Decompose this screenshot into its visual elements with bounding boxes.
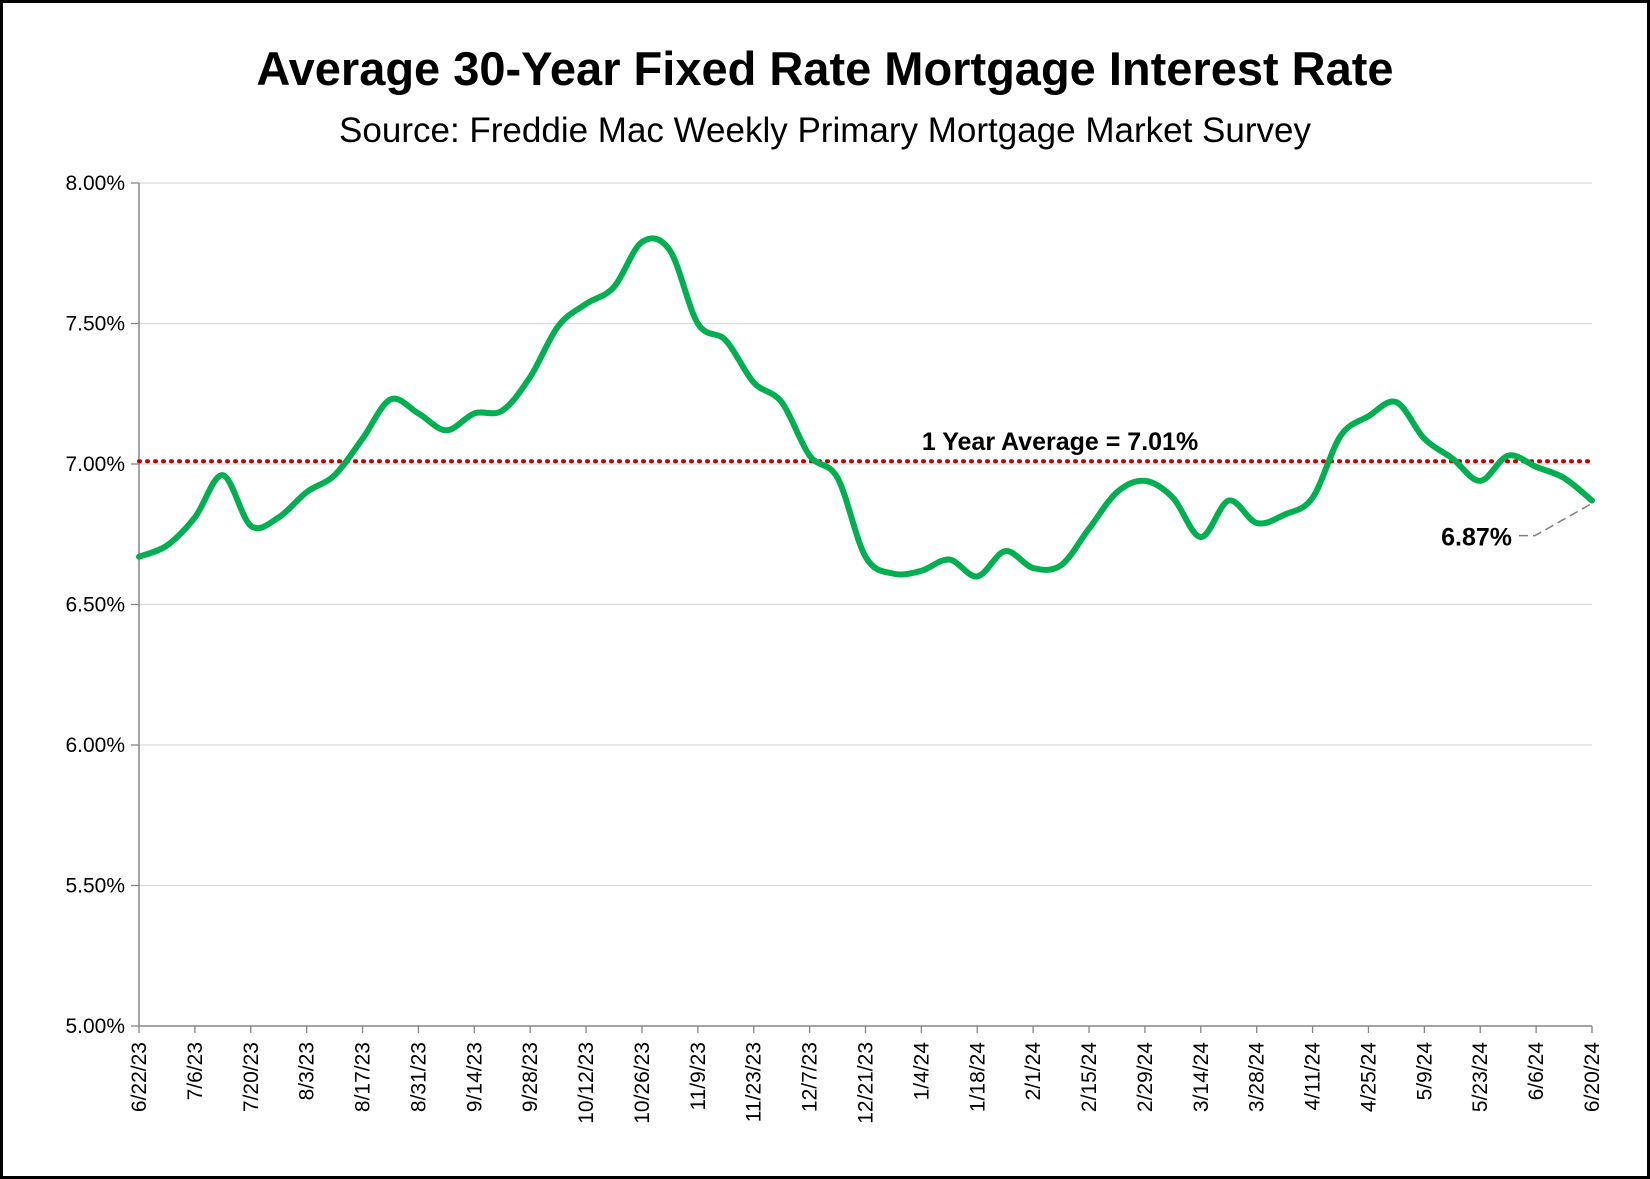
- mortgage-rate-line: [136, 235, 1595, 580]
- series-group: [136, 235, 1595, 580]
- last-value-label: 6.87%: [1441, 524, 1512, 552]
- gridlines: [131, 182, 1592, 1027]
- x-tick-label: 2/29/24: [1134, 1042, 1157, 1112]
- x-tick-label: 12/7/23: [799, 1042, 822, 1112]
- x-tick-label: 6/6/24: [1525, 1042, 1548, 1101]
- x-tick-label: 6/22/23: [128, 1042, 151, 1112]
- y-axis-tick-labels: 5.00% 5.50% 6.00% 6.50% 7.00% 7.50% 8.00%: [65, 172, 125, 1038]
- x-tick-label: 10/12/23: [575, 1042, 598, 1124]
- x-tick-label: 7/6/23: [184, 1042, 207, 1100]
- x-tick-label: 12/21/23: [855, 1042, 878, 1124]
- chart-subtitle: Source: Freddie Mac Weekly Primary Mortg…: [339, 111, 1311, 150]
- y-tick-label: 6.00%: [65, 734, 125, 757]
- x-tick-label: 3/14/24: [1190, 1042, 1213, 1112]
- y-tick-label: 5.50%: [65, 875, 125, 898]
- chart-title: Average 30-Year Fixed Rate Mortgage Inte…: [256, 42, 1394, 95]
- y-tick-label: 7.00%: [65, 453, 125, 476]
- x-tick-label: 3/28/24: [1246, 1042, 1269, 1112]
- annotations-group: 1 Year Average = 7.01% 6.87%: [922, 428, 1591, 552]
- x-tick-label: 5/9/24: [1413, 1042, 1436, 1101]
- x-tick-label: 2/15/24: [1078, 1042, 1101, 1112]
- x-tick-label: 2/1/24: [1022, 1042, 1045, 1101]
- axes: [138, 183, 1593, 1033]
- last-value-leader-line: [1519, 503, 1591, 537]
- x-tick-label: 1/18/24: [966, 1042, 989, 1112]
- x-tick-label: 9/28/23: [519, 1042, 542, 1112]
- x-tick-label: 9/14/23: [463, 1042, 486, 1112]
- y-tick-label: 5.00%: [65, 1015, 125, 1038]
- y-tick-label: 6.50%: [65, 594, 125, 617]
- x-tick-label: 1/4/24: [910, 1042, 933, 1101]
- average-label: 1 Year Average = 7.01%: [922, 428, 1198, 456]
- x-tick-label: 11/9/23: [687, 1042, 710, 1111]
- x-tick-label: 4/11/24: [1302, 1042, 1325, 1111]
- x-tick-label: 8/31/23: [407, 1042, 430, 1112]
- x-tick-label: 8/17/23: [352, 1042, 375, 1112]
- x-tick-label: 8/3/23: [296, 1042, 319, 1100]
- y-tick-label: 8.00%: [65, 172, 125, 195]
- x-tick-label: 5/23/24: [1469, 1042, 1492, 1112]
- x-tick-label: 6/20/24: [1581, 1042, 1604, 1112]
- x-tick-label: 11/23/23: [743, 1042, 766, 1122]
- x-tick-label: 10/26/23: [631, 1042, 654, 1124]
- x-tick-label: 7/20/23: [240, 1042, 263, 1112]
- x-axis-tick-labels: 6/22/23 7/6/23 7/20/23 8/3/23 8/17/23 8/31/23…: [128, 1042, 1604, 1124]
- x-tick-label: 4/25/24: [1357, 1042, 1380, 1112]
- y-tick-label: 7.50%: [65, 313, 125, 336]
